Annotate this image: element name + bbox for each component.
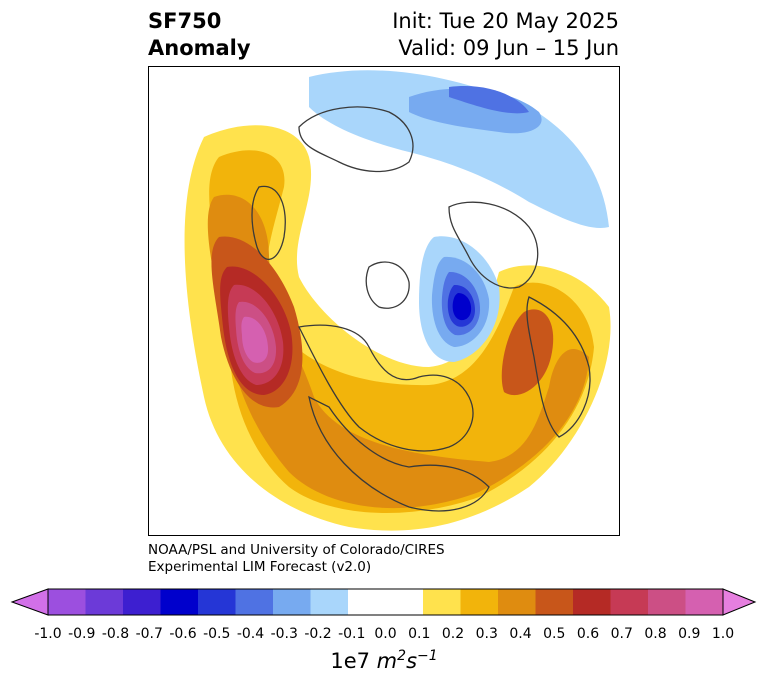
units-prefix: 1e7 — [330, 649, 377, 673]
units-exp-2: −1 — [417, 648, 438, 664]
anomaly-0p8 — [241, 316, 269, 363]
colorbar-tick-label: 0.3 — [475, 626, 498, 642]
colorbar-tick-label: 0.5 — [543, 626, 566, 642]
units-s: s — [406, 649, 418, 673]
colorbar-tick-label: 0.7 — [610, 626, 633, 642]
colorbar-tick-label: -1.0 — [34, 626, 62, 642]
chart-title-right: Init: Tue 20 May 2025 Valid: 09 Jun – 15… — [392, 8, 619, 62]
colorbar-cell — [235, 589, 274, 615]
credit-line-2: Experimental LIM Forecast (v2.0) — [148, 559, 372, 575]
negative-anomaly-north — [309, 70, 609, 228]
colorbar-tick-label: 1.0 — [711, 626, 735, 642]
coastlines — [251, 106, 591, 512]
colorbar-units: 1e7 m2s−1 — [0, 648, 768, 673]
title-field: Anomaly — [148, 36, 251, 60]
colorbar-tick-labels: -1.0 -0.9 -0.8 -0.7 -0.6 -0.5 -0.4 -0.3 -0.2 -0.1… — [0, 626, 768, 644]
anomaly-map — [149, 67, 619, 535]
colorbar-cell — [123, 589, 161, 615]
colorbar-tick-label: 0.9 — [678, 626, 701, 642]
colorbar-cell — [48, 589, 86, 615]
units-exp-1: 2 — [397, 648, 407, 664]
colorbar-cell — [348, 589, 386, 615]
valid-range: Valid: 09 Jun – 15 Jun — [398, 36, 619, 60]
anomaly-0p4-east — [501, 309, 554, 396]
colorbar-tick-label: 0.4 — [509, 626, 532, 642]
colorbar-cell — [273, 589, 311, 615]
colorbar-tick-label: 0.6 — [576, 626, 600, 642]
colorbar-cell — [423, 589, 461, 615]
credit-text: NOAA/PSL and University of Colorado/CIRE… — [148, 542, 445, 576]
credit-line-1: NOAA/PSL and University of Colorado/CIRE… — [148, 542, 445, 558]
title-variable: SF750 — [148, 9, 222, 33]
colorbar — [10, 588, 757, 616]
colorbar-cell — [385, 589, 424, 615]
colorbar-tick-label: -0.4 — [236, 626, 265, 642]
anomaly-europe-neg0p6 — [452, 293, 472, 321]
units-m: m — [376, 649, 398, 673]
colorbar-outline — [47, 588, 724, 616]
colorbar-tick-label: -0.2 — [304, 626, 332, 642]
colorbar-cell — [498, 589, 536, 615]
colorbar-extend-low — [10, 588, 49, 616]
colorbar-cell — [460, 589, 499, 615]
colorbar-cell — [85, 589, 124, 615]
colorbar-cell — [198, 589, 236, 615]
colorbar-tick-label: -0.3 — [270, 626, 298, 642]
colorbar-tick-label: 0.8 — [644, 626, 667, 642]
colorbar-cell — [310, 589, 349, 615]
init-date: Init: Tue 20 May 2025 — [392, 9, 619, 33]
colorbar-cell — [685, 589, 724, 615]
colorbar-tick-label: 0.1 — [408, 626, 431, 642]
colorbar-cell — [535, 589, 574, 615]
anomaly-0p3 — [207, 194, 589, 509]
colorbar-cell — [648, 589, 686, 615]
map-panel — [148, 66, 620, 536]
colorbar-cell — [160, 589, 199, 615]
colorbar-tick-label: -0.8 — [101, 626, 130, 642]
colorbar-cells — [48, 589, 724, 615]
colorbar-tick-label: -0.9 — [68, 626, 96, 642]
chart-title-left: SF750 Anomaly — [148, 8, 251, 62]
colorbar-tick-label: -0.1 — [338, 626, 366, 642]
anomaly-neg0p4 — [449, 86, 529, 114]
colorbar-cell — [573, 589, 611, 615]
colorbar-tick-label: -0.7 — [135, 626, 163, 642]
colorbar-tick-label: -0.6 — [169, 626, 197, 642]
colorbar-tick-label: 0.0 — [374, 626, 397, 642]
colorbar-tick-label: 0.2 — [441, 626, 465, 642]
colorbar-extend-high — [722, 588, 757, 616]
colorbar-cell — [610, 589, 649, 615]
colorbar-tick-label: -0.5 — [203, 626, 231, 642]
